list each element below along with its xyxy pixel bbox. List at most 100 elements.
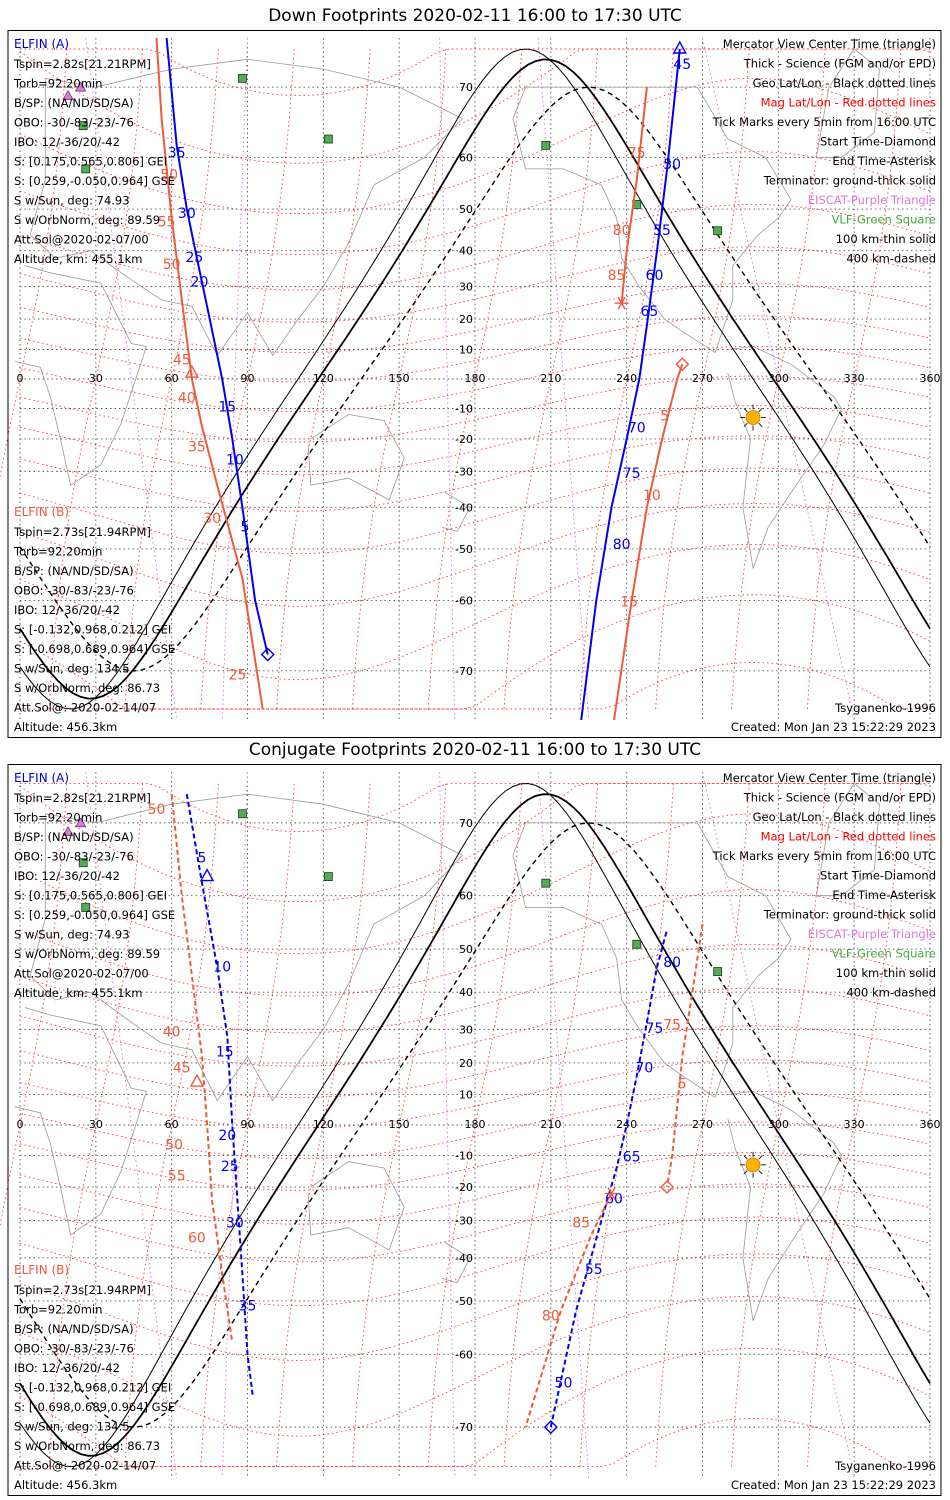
sun-ray bbox=[758, 422, 763, 428]
track-tick-label: 25 bbox=[228, 668, 246, 684]
x-tick-label: 150 bbox=[389, 1118, 410, 1131]
track-tick-label: 75 bbox=[646, 1021, 664, 1037]
x-tick-label: 360 bbox=[920, 1118, 941, 1131]
eiscat-meridian bbox=[221, 37, 248, 721]
elfin-a-line: B/SP: (NA/ND/SD/SA) bbox=[14, 96, 134, 110]
track-tick-label: 55 bbox=[653, 223, 671, 239]
track-tick-label: 35 bbox=[168, 146, 186, 162]
panel-title: Down Footprints 2020-02-11 16:00 to 17:3… bbox=[268, 6, 682, 26]
y-tick-label: 40 bbox=[459, 986, 473, 999]
terminator-400km bbox=[19, 86, 931, 672]
footprint-track: 5 10 15 bbox=[613, 357, 690, 721]
track-tick-label: 85 bbox=[608, 268, 626, 284]
coastline bbox=[29, 793, 464, 1102]
y-tick-label: 70 bbox=[459, 817, 473, 830]
x-tick-label: 0 bbox=[17, 1118, 24, 1131]
track-tick-label: 55 bbox=[168, 1169, 186, 1185]
x-tick-label: 330 bbox=[844, 372, 865, 385]
coastline bbox=[815, 48, 880, 158]
y-tick-label: 10 bbox=[459, 343, 473, 356]
track-tick-label: 15 bbox=[620, 594, 638, 610]
x-tick-label: 300 bbox=[768, 372, 789, 385]
track-tick-label: 45 bbox=[173, 1061, 191, 1077]
elfin-a-line: OBO: -30/-83/-23/-76 bbox=[14, 116, 134, 130]
legend-entry: EISCAT-Purple Triangle bbox=[808, 927, 936, 941]
y-tick-label: -20 bbox=[455, 433, 473, 446]
y-tick-label: -50 bbox=[455, 1295, 473, 1308]
coastline bbox=[727, 1090, 842, 1321]
elfin-a-line: S w/OrbNorm, deg: 89.59 bbox=[14, 947, 160, 961]
elfin-a-line: Att.Sol@2020-02-07/00 bbox=[14, 233, 149, 247]
elfin-b-line: OBO: -30/-83/-23/-76 bbox=[14, 1342, 134, 1356]
footprint-track: 75 5 bbox=[660, 923, 704, 1195]
view-center-triangle bbox=[189, 1073, 205, 1087]
legend-entry: Thick - Science (FGM and/or EPD) bbox=[743, 57, 936, 71]
coastlines bbox=[14, 782, 880, 1321]
x-tick-label: 180 bbox=[465, 1118, 486, 1131]
track-line bbox=[666, 923, 704, 1188]
x-tick-label: 120 bbox=[313, 372, 334, 385]
mag-lon-line bbox=[124, 48, 219, 710]
vlf-square bbox=[81, 164, 91, 174]
x-tick-label: 0 bbox=[17, 372, 24, 385]
sun-ray bbox=[743, 422, 748, 428]
legend-entry: End Time-Asterisk bbox=[832, 888, 936, 902]
track-tick-label: 5 bbox=[678, 1076, 687, 1092]
track-tick-label: 50 bbox=[165, 1137, 183, 1153]
x-tick-label: 60 bbox=[165, 1118, 179, 1131]
x-tick-label: 180 bbox=[465, 372, 486, 385]
elfin-b-line: Altitude: 456.3km bbox=[14, 720, 117, 734]
x-tick-label: 90 bbox=[241, 1118, 255, 1131]
legend-entry: Tick Marks every 5min from 16:00 UTC bbox=[712, 849, 936, 863]
legend-entry: Geo Lat/Lon - Black dotted lines bbox=[753, 76, 936, 90]
mag-lat-line bbox=[19, 503, 931, 607]
y-tick-label: -30 bbox=[455, 465, 473, 478]
elfin-b-label: ELFIN (B) bbox=[14, 1263, 69, 1277]
track-tick-label: 20 bbox=[218, 1128, 236, 1144]
x-tick-label: 330 bbox=[844, 1118, 865, 1131]
track-tick-label: 75 bbox=[663, 1017, 681, 1033]
track-tick-label: 10 bbox=[643, 488, 661, 504]
eiscat-meridian bbox=[537, 771, 590, 1479]
elfin-a-line: S w/Sun, deg: 74.93 bbox=[14, 928, 130, 942]
track-tick-label: 65 bbox=[623, 1150, 641, 1166]
eiscat-meridian bbox=[439, 771, 456, 1479]
footprint-track: 50 40 45 50 55 60 bbox=[148, 794, 234, 1343]
elfin-a-line: Att.Sol@2020-02-07/00 bbox=[14, 967, 149, 981]
eiscat-meridian bbox=[85, 771, 178, 1479]
elfin-b-label: ELFIN (B) bbox=[14, 505, 69, 519]
sun-ray bbox=[743, 407, 748, 413]
terminator-ground bbox=[19, 793, 931, 1457]
eiscat-triangle bbox=[62, 90, 74, 100]
axis-labels: 0 30 60 90 120 150 180 210 240 270 300 330 360 -70 -60… bbox=[17, 81, 941, 678]
legend-entry: Mag Lat/Lon - Red dotted lines bbox=[761, 830, 936, 844]
x-tick-label: 150 bbox=[389, 372, 410, 385]
track-tick-label: 70 bbox=[628, 421, 646, 437]
y-tick-label: 60 bbox=[459, 152, 473, 165]
x-tick-label: 30 bbox=[89, 372, 103, 385]
elfin-a-line: Torb=92.20min bbox=[13, 77, 102, 91]
created-label: Created: Mon Jan 23 15:22:29 2023 bbox=[731, 1478, 936, 1492]
eiscat-triangle bbox=[62, 826, 74, 836]
track-tick-label: 40 bbox=[178, 391, 196, 407]
track-tick-label: 5 bbox=[241, 519, 250, 535]
vlf-square bbox=[238, 73, 247, 83]
y-tick-label: -60 bbox=[455, 594, 473, 607]
sun-disk bbox=[745, 1157, 761, 1173]
track-tick-label: 80 bbox=[613, 223, 631, 239]
track-line bbox=[185, 793, 254, 1395]
conjugate-footprints-map: 0 30 60 90 120 150 180 210 240 270 300 330 360-70-60… bbox=[0, 764, 942, 1496]
x-tick-label: 360 bbox=[920, 372, 941, 385]
track-tick-label: 20 bbox=[191, 275, 209, 291]
footprint-track: 5 10 15 20 25 30 35 bbox=[185, 793, 256, 1395]
y-tick-label: 50 bbox=[459, 203, 473, 216]
mag-lat-line bbox=[19, 467, 931, 555]
track-tick-label: 15 bbox=[218, 399, 236, 415]
elfin-a-line: IBO: 12/-36/20/-42 bbox=[14, 135, 120, 149]
asterisk-stroke bbox=[607, 1187, 616, 1200]
elfin-a-line: Altitude, km: 455.1km bbox=[14, 986, 142, 1000]
x-tick-label: 120 bbox=[313, 1118, 334, 1131]
down-footprints-map: 0 30 60 90 120 150 180 210 240 270 300 330 360 -70 -60… bbox=[0, 30, 942, 738]
y-tick-label: -20 bbox=[455, 1181, 473, 1194]
x-tick-label: 60 bbox=[165, 372, 179, 385]
